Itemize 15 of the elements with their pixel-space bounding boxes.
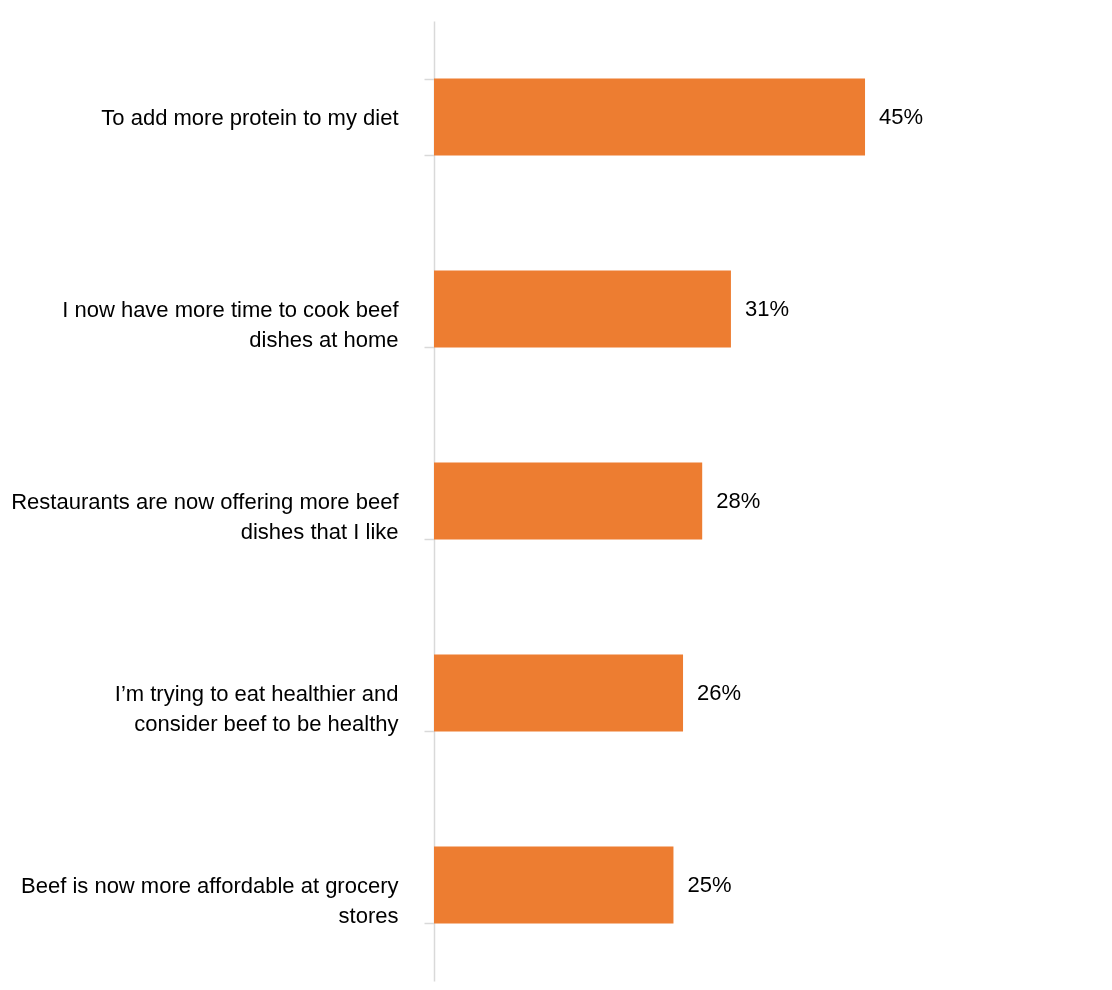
- bar: [434, 846, 674, 924]
- bar: [434, 462, 703, 540]
- data-label: 25%: [687, 872, 732, 897]
- data-label: 26%: [697, 680, 742, 705]
- y-tick-label: I now have more time to cook beef dishes at home: [62, 296, 400, 352]
- bar: [434, 654, 684, 732]
- y-tick-label: Restaurants are now offering more beef dishes that I like: [11, 488, 400, 544]
- data-label: 31%: [744, 296, 789, 321]
- data-label: 45%: [879, 104, 924, 129]
- y-tick-label: I’m trying to eat healthier and consider beef to be healthy: [114, 680, 399, 736]
- bar: [434, 270, 731, 348]
- y-tick-label: To add more protein to my diet: [101, 104, 399, 130]
- data-label: 28%: [716, 488, 761, 513]
- y-tick-label: Beef is now more affordable at grocery stores: [21, 872, 399, 928]
- bar: [434, 78, 866, 156]
